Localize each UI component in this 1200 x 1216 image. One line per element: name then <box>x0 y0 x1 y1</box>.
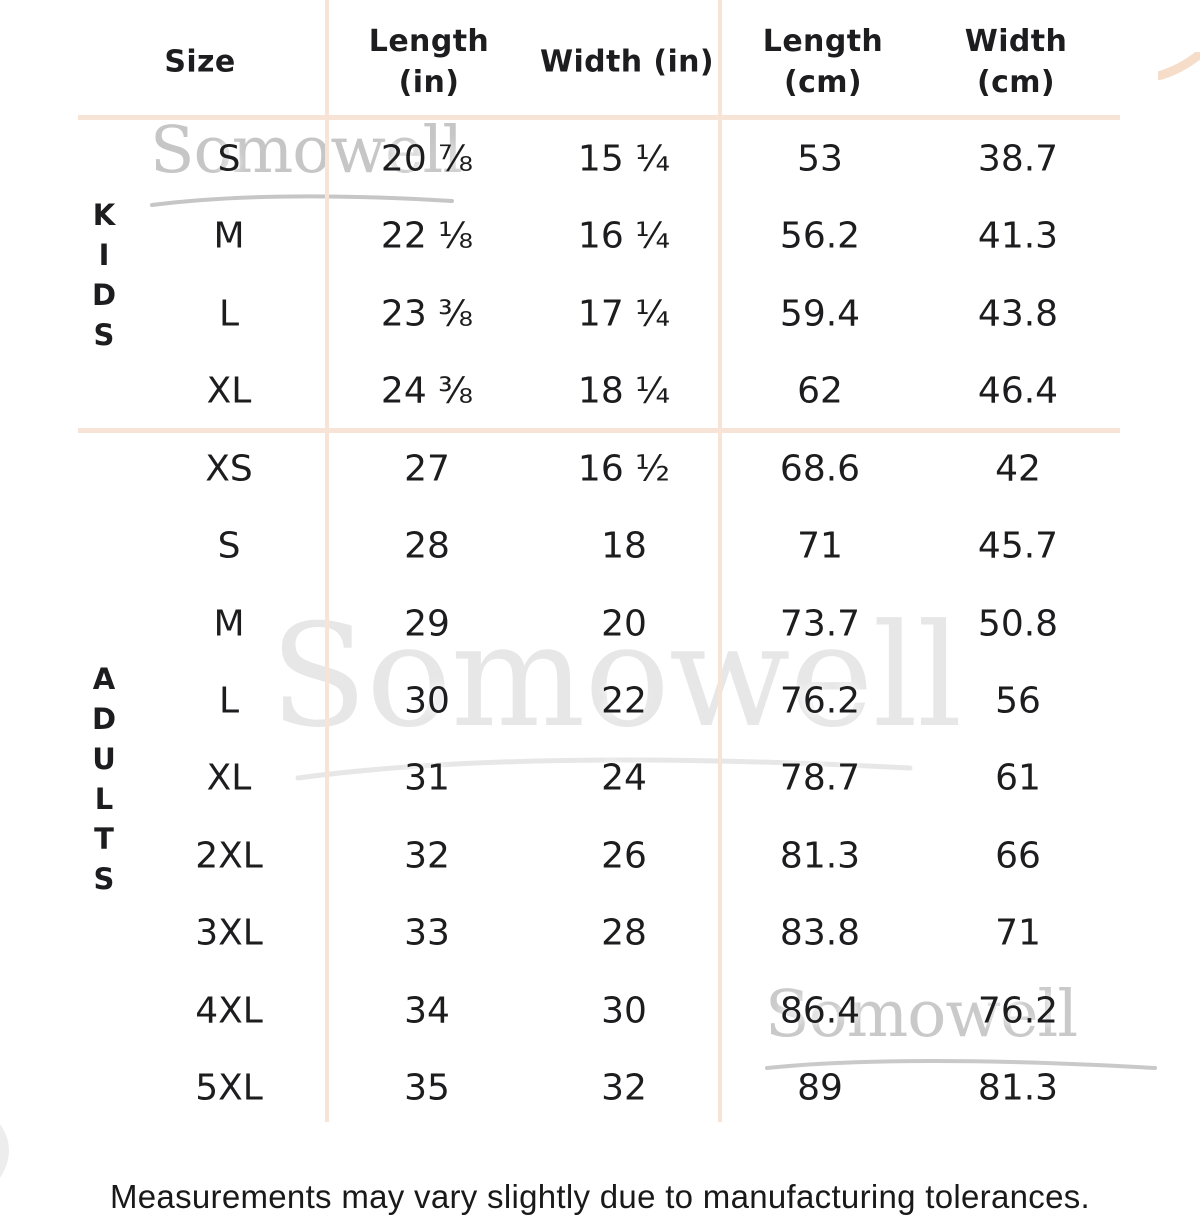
cell-width-cm: 81.3 <box>977 1067 1059 1109</box>
cell-width-cm: 43.8 <box>977 293 1059 335</box>
kids-adults-divider-line <box>78 428 1120 433</box>
cell-length-cm: 62 <box>797 370 843 412</box>
cell-length-cm: 78.7 <box>779 757 861 799</box>
section-kids: KIDS S 20 ⅞ 15 ¼ 53 38.7 M 22 ⅛ 16 ¼ 56.… <box>0 120 1200 430</box>
cell-length-in: 34 <box>404 990 450 1032</box>
table-row: XS 27 16 ½ 68.6 42 <box>0 430 1200 507</box>
cell-length-cm: 73.7 <box>779 603 861 645</box>
cell-size: XS <box>205 448 253 490</box>
cell-width-cm: 45.7 <box>977 525 1059 567</box>
cell-length-in: 31 <box>404 757 450 799</box>
cell-width-cm: 66 <box>995 835 1041 877</box>
group-label-kids: KIDS <box>91 198 117 352</box>
cell-length-in: 29 <box>404 603 450 645</box>
table-row: 2XL 32 26 81.3 66 <box>0 817 1200 894</box>
column-header-length-cm: Length (cm) <box>762 24 884 100</box>
group-label-adults: ADULTS <box>91 661 117 896</box>
column-divider-right <box>718 0 722 1122</box>
cell-length-in: 27 <box>404 448 450 490</box>
table-row: S 20 ⅞ 15 ¼ 53 38.7 <box>0 120 1200 198</box>
cell-length-in: 24 ⅜ <box>380 370 474 412</box>
cell-length-in: 20 ⅞ <box>380 138 474 180</box>
cell-length-cm: 81.3 <box>779 835 861 877</box>
cell-width-in: 24 <box>601 757 647 799</box>
cell-width-in: 30 <box>601 990 647 1032</box>
cell-width-in: 18 ¼ <box>577 370 671 412</box>
column-header-size: Size <box>164 44 236 80</box>
cell-width-cm: 41.3 <box>977 215 1059 257</box>
cell-size: 2XL <box>195 835 263 877</box>
table-row: M 22 ⅛ 16 ¼ 56.2 41.3 <box>0 198 1200 276</box>
cell-size: L <box>218 293 240 335</box>
kids-rows: S 20 ⅞ 15 ¼ 53 38.7 M 22 ⅛ 16 ¼ 56.2 41.… <box>0 120 1200 430</box>
table-row: M 29 20 73.7 50.8 <box>0 585 1200 662</box>
cell-size: 3XL <box>195 912 263 954</box>
cell-length-in: 32 <box>404 835 450 877</box>
cell-size: M <box>213 215 245 257</box>
edge-swoosh-artifact <box>0 1124 9 1178</box>
cell-width-cm: 46.4 <box>977 370 1059 412</box>
cell-size: S <box>217 525 241 567</box>
cell-width-in: 16 ½ <box>577 448 671 490</box>
cell-size: S <box>217 138 241 180</box>
cell-length-in: 28 <box>404 525 450 567</box>
cell-length-cm: 56.2 <box>779 215 861 257</box>
cell-width-in: 22 <box>601 680 647 722</box>
cell-size: M <box>213 603 245 645</box>
cell-length-cm: 86.4 <box>779 990 861 1032</box>
cell-width-cm: 71 <box>995 912 1041 954</box>
column-header-length-in: Length (in) <box>368 24 490 100</box>
table-row: L 30 22 76.2 56 <box>0 662 1200 739</box>
table-row: L 23 ⅜ 17 ¼ 59.4 43.8 <box>0 275 1200 353</box>
column-header-width-in: Width (in) <box>539 44 715 80</box>
cell-size: XL <box>206 370 252 412</box>
cell-length-in: 35 <box>404 1067 450 1109</box>
column-header-width-cm: Width (cm) <box>964 24 1068 100</box>
cell-length-in: 30 <box>404 680 450 722</box>
table-row: 4XL 34 30 86.4 76.2 <box>0 972 1200 1049</box>
cell-width-in: 17 ¼ <box>577 293 671 335</box>
cell-width-in: 15 ¼ <box>577 138 671 180</box>
cell-length-cm: 53 <box>797 138 843 180</box>
column-divider-left <box>325 0 329 1122</box>
cell-width-cm: 76.2 <box>977 990 1059 1032</box>
cell-length-in: 23 ⅜ <box>380 293 474 335</box>
cell-length-cm: 59.4 <box>779 293 861 335</box>
cell-length-in: 22 ⅛ <box>380 215 474 257</box>
cell-length-cm: 89 <box>797 1067 843 1109</box>
cell-width-in: 28 <box>601 912 647 954</box>
table-row: XL 24 ⅜ 18 ¼ 62 46.4 <box>0 353 1200 431</box>
cell-width-cm: 42 <box>995 448 1041 490</box>
tolerance-note: Measurements may vary slightly due to ma… <box>109 1178 1091 1215</box>
cell-length-cm: 76.2 <box>779 680 861 722</box>
cell-length-in: 33 <box>404 912 450 954</box>
cell-width-in: 20 <box>601 603 647 645</box>
table-row: 3XL 33 28 83.8 71 <box>0 895 1200 972</box>
cell-length-cm: 83.8 <box>779 912 861 954</box>
cell-width-in: 26 <box>601 835 647 877</box>
table-row: XL 31 24 78.7 61 <box>0 740 1200 817</box>
cell-size: 4XL <box>195 990 263 1032</box>
cell-width-cm: 56 <box>995 680 1041 722</box>
adults-rows: XS 27 16 ½ 68.6 42 S 28 18 71 45.7 M 29 … <box>0 430 1200 1127</box>
cell-size: L <box>218 680 240 722</box>
section-adults: ADULTS XS 27 16 ½ 68.6 42 S 28 18 71 45.… <box>0 430 1200 1127</box>
table-row: 5XL 35 32 89 81.3 <box>0 1050 1200 1127</box>
header-divider-line <box>78 115 1120 120</box>
table-row: S 28 18 71 45.7 <box>0 507 1200 584</box>
cell-size: XL <box>206 757 252 799</box>
cell-width-in: 16 ¼ <box>577 215 671 257</box>
cell-width-cm: 38.7 <box>977 138 1059 180</box>
edge-swoosh-artifact <box>1158 52 1200 80</box>
cell-width-in: 32 <box>601 1067 647 1109</box>
cell-length-cm: 71 <box>797 525 843 567</box>
cell-width-cm: 61 <box>995 757 1041 799</box>
cell-size: 5XL <box>195 1067 263 1109</box>
cell-width-in: 18 <box>601 525 647 567</box>
cell-length-cm: 68.6 <box>779 448 861 490</box>
cell-width-cm: 50.8 <box>977 603 1059 645</box>
